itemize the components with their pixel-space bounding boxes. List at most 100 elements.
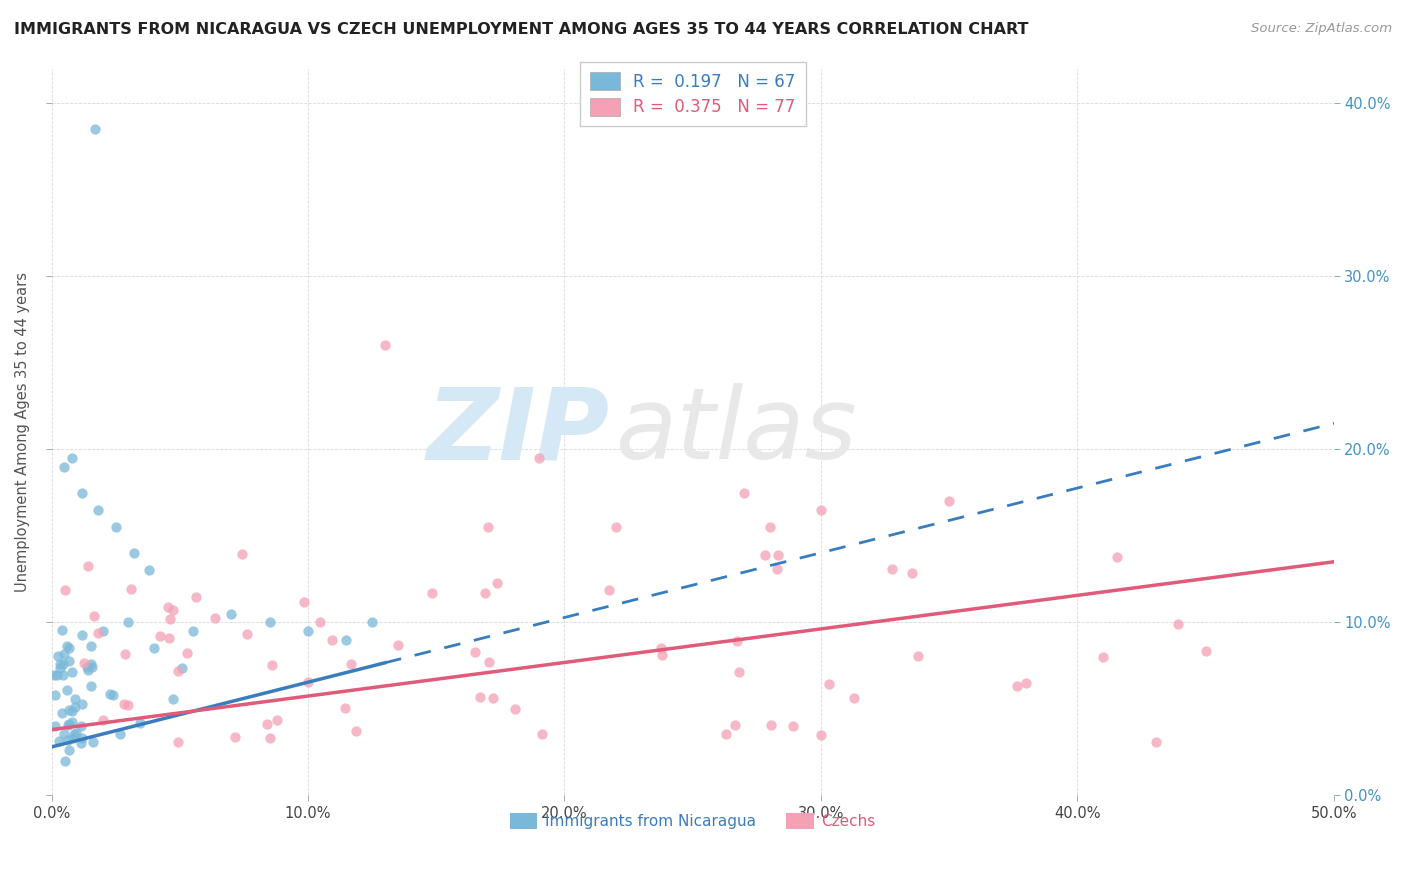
Point xyxy=(70,697,93,711)
Point xyxy=(44,719,66,733)
Point xyxy=(110,727,132,741)
Point xyxy=(292,595,315,609)
Point xyxy=(53,582,76,597)
Point xyxy=(817,677,839,691)
Point xyxy=(598,582,620,597)
Point xyxy=(86,503,108,517)
Point xyxy=(70,628,93,642)
Point xyxy=(605,520,627,534)
Point xyxy=(69,736,91,750)
Point xyxy=(58,717,80,731)
Point xyxy=(82,734,104,748)
Point xyxy=(260,658,283,673)
Point xyxy=(176,647,198,661)
Point xyxy=(766,548,789,562)
Point xyxy=(93,713,115,727)
Point xyxy=(162,692,184,706)
Point xyxy=(1144,735,1167,749)
Point xyxy=(46,668,69,682)
Point xyxy=(651,648,673,663)
Point xyxy=(844,691,866,706)
Point xyxy=(112,698,135,712)
Point xyxy=(181,624,204,638)
Point xyxy=(91,624,114,638)
Point xyxy=(361,615,384,630)
Point xyxy=(117,615,139,630)
Point xyxy=(60,665,83,680)
Point xyxy=(62,731,84,745)
Point xyxy=(321,633,343,648)
Point xyxy=(114,648,136,662)
Point xyxy=(51,624,73,638)
Point xyxy=(1005,679,1028,693)
Y-axis label: Unemployment Among Ages 35 to 44 years: Unemployment Among Ages 35 to 44 years xyxy=(15,272,30,592)
Point xyxy=(766,562,789,576)
Point xyxy=(728,665,751,679)
Point xyxy=(149,630,172,644)
Point xyxy=(758,520,780,534)
Point xyxy=(810,728,832,742)
Point xyxy=(49,657,72,671)
Point xyxy=(52,668,75,682)
Point xyxy=(52,657,75,672)
Point xyxy=(259,615,281,630)
Point xyxy=(374,338,396,352)
Point xyxy=(53,459,76,474)
Point xyxy=(1015,676,1038,690)
Point xyxy=(340,657,363,671)
Point xyxy=(204,610,226,624)
Point xyxy=(725,633,748,648)
Point xyxy=(58,743,80,757)
Point xyxy=(72,485,94,500)
Point xyxy=(58,654,80,668)
Point xyxy=(65,725,87,739)
Point xyxy=(143,641,166,656)
Point xyxy=(52,727,75,741)
Point xyxy=(531,727,554,741)
Point xyxy=(63,700,86,714)
Point xyxy=(138,563,160,577)
Point xyxy=(46,648,69,663)
Point xyxy=(420,585,443,599)
Point xyxy=(60,450,83,465)
Point xyxy=(103,688,125,702)
Point xyxy=(157,599,180,614)
Point xyxy=(1092,649,1115,664)
Point xyxy=(48,733,70,747)
Point xyxy=(58,703,80,717)
Point xyxy=(117,698,139,713)
Text: IMMIGRANTS FROM NICARAGUA VS CZECH UNEMPLOYMENT AMONG AGES 35 TO 44 YEARS CORREL: IMMIGRANTS FROM NICARAGUA VS CZECH UNEMP… xyxy=(14,22,1029,37)
Point xyxy=(87,625,110,640)
Point xyxy=(60,704,83,718)
Point xyxy=(157,632,180,646)
Point xyxy=(527,450,550,465)
Point xyxy=(73,656,96,670)
Point xyxy=(901,566,924,580)
Point xyxy=(56,683,79,698)
Point xyxy=(83,609,105,624)
Point xyxy=(724,718,747,732)
Point xyxy=(63,691,86,706)
Point xyxy=(464,645,486,659)
Point xyxy=(297,624,319,638)
Point xyxy=(80,657,103,671)
Text: ZIP: ZIP xyxy=(426,384,609,481)
Point xyxy=(58,641,80,656)
Point xyxy=(120,582,142,596)
Point xyxy=(98,687,121,701)
Point xyxy=(344,723,367,738)
Point xyxy=(387,638,409,652)
Point xyxy=(224,731,246,745)
Point xyxy=(63,727,86,741)
Point xyxy=(167,665,190,679)
Point xyxy=(938,494,960,508)
Point xyxy=(468,690,491,705)
Point xyxy=(129,716,152,731)
Point xyxy=(170,661,193,675)
Point xyxy=(259,731,281,745)
Point xyxy=(53,647,76,661)
Point xyxy=(159,612,181,626)
Point xyxy=(77,663,100,677)
Point xyxy=(482,691,505,706)
Point xyxy=(77,559,100,574)
